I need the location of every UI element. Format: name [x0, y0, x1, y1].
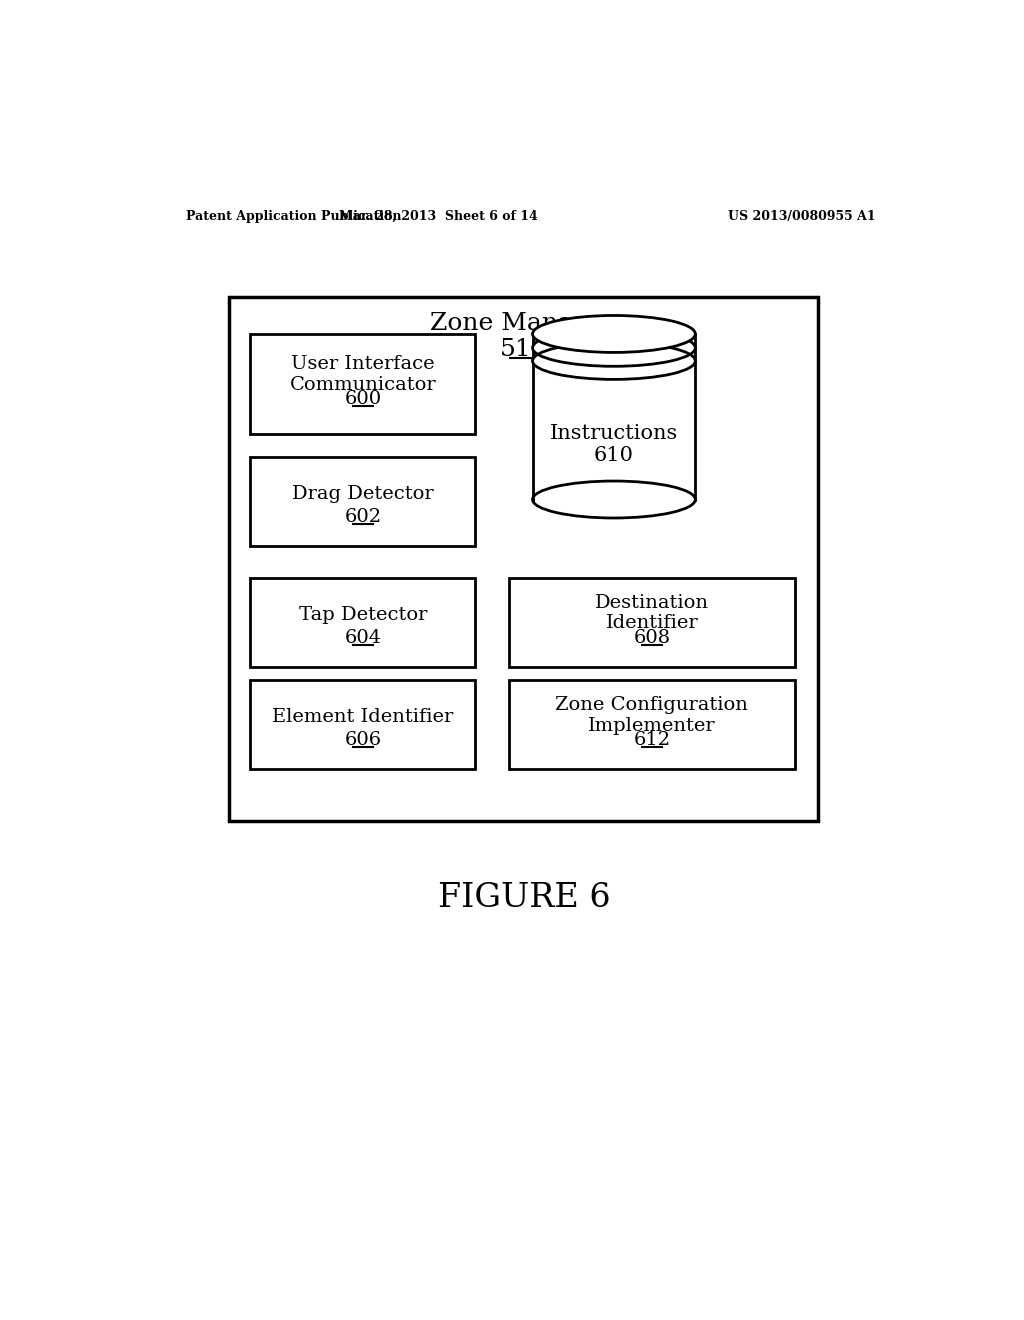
Bar [509, 681, 795, 770]
Text: Mar. 28, 2013  Sheet 6 of 14: Mar. 28, 2013 Sheet 6 of 14 [339, 210, 538, 223]
Bar [251, 578, 475, 667]
Text: Zone Configuration
Implementer: Zone Configuration Implementer [555, 696, 749, 735]
Text: Destination
Identifier: Destination Identifier [595, 594, 709, 632]
Text: 602: 602 [344, 508, 381, 525]
Text: 606: 606 [344, 731, 381, 750]
Text: Element Identifier: Element Identifier [272, 708, 454, 726]
Bar [251, 334, 475, 434]
Ellipse shape [532, 330, 695, 367]
Bar [251, 681, 475, 770]
Text: 516: 516 [500, 338, 547, 360]
Bar [509, 578, 795, 667]
Text: Drag Detector: Drag Detector [292, 484, 433, 503]
Text: 608: 608 [633, 628, 671, 647]
Text: US 2013/0080955 A1: US 2013/0080955 A1 [728, 210, 877, 223]
Ellipse shape [532, 342, 695, 379]
Text: FIGURE 6: FIGURE 6 [438, 882, 611, 913]
Text: 600: 600 [344, 391, 381, 408]
Text: Tap Detector: Tap Detector [299, 606, 427, 623]
Bar [251, 457, 475, 545]
Ellipse shape [532, 315, 695, 352]
Text: 612: 612 [633, 731, 671, 750]
Text: User Interface
Communicator: User Interface Communicator [290, 355, 436, 395]
Bar [228, 297, 818, 821]
Text: Zone Manager: Zone Manager [430, 313, 616, 335]
Text: Patent Application Publication: Patent Application Publication [186, 210, 401, 223]
Ellipse shape [532, 480, 695, 517]
Text: Instructions: Instructions [550, 424, 678, 444]
Bar [532, 334, 695, 499]
Text: 610: 610 [594, 446, 634, 465]
Text: 604: 604 [344, 628, 381, 647]
